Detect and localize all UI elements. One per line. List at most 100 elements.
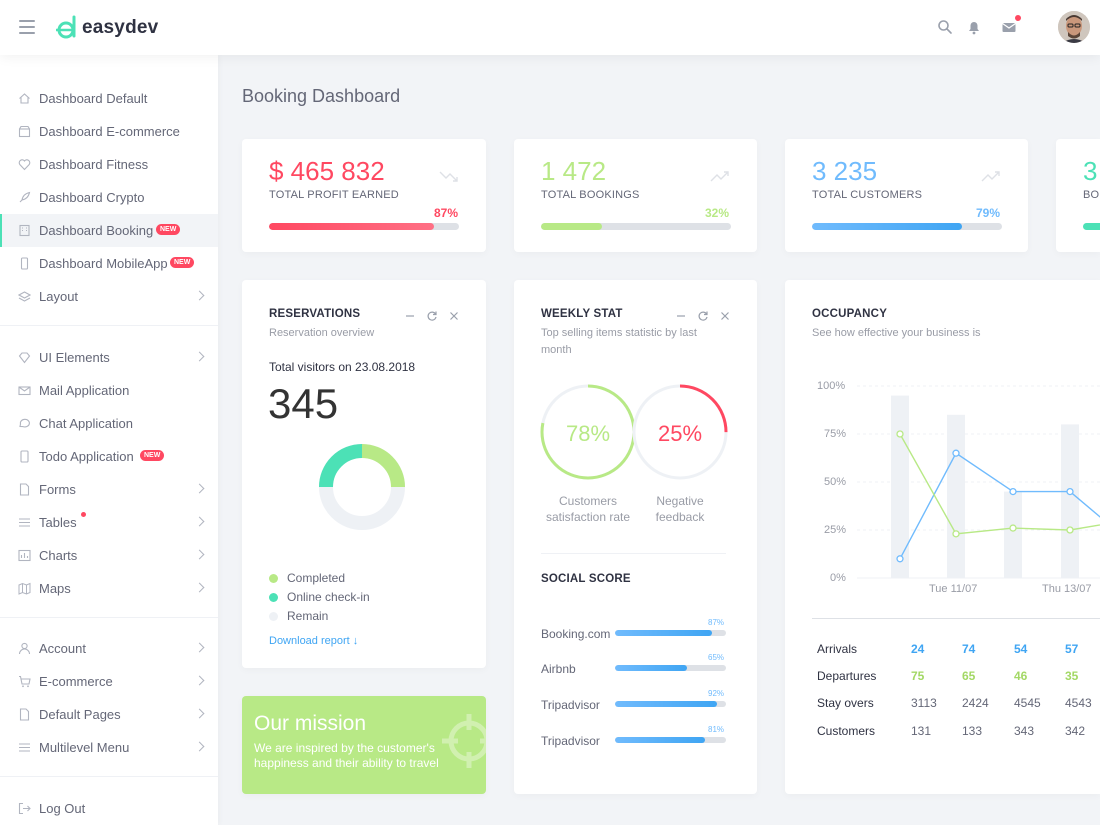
- social-bar-fill: [615, 665, 688, 671]
- progress-bar: [269, 223, 459, 230]
- social-bar-fill: [615, 701, 718, 707]
- download-report-link[interactable]: Download report ↓: [269, 635, 359, 647]
- card-subtitle: See how effective your business is: [812, 327, 981, 339]
- data-point: [1066, 526, 1074, 534]
- sidebar-item-label: Tables: [39, 515, 77, 530]
- easydev-logo-icon: [56, 15, 76, 39]
- table-cell: 65: [962, 669, 976, 683]
- sidebar-item-dashboard-fitness[interactable]: Dashboard Fitness: [0, 148, 218, 181]
- sidebar-item-todo-application[interactable]: Todo Application NEW: [0, 440, 218, 473]
- search-icon[interactable]: [936, 18, 954, 36]
- table-cell: 4545: [1014, 696, 1041, 710]
- sidebar-item-ui-elements[interactable]: UI Elements: [0, 341, 218, 374]
- diamond-icon: [18, 352, 31, 364]
- reservations-donut-chart: [319, 444, 405, 530]
- sidebar-item-mail-application[interactable]: Mail Application: [0, 374, 218, 407]
- minimize-icon[interactable]: [404, 310, 416, 322]
- chevron-right-icon: [194, 708, 205, 719]
- table-row-label: Customers: [817, 724, 876, 738]
- weekly-stat-card: WEEKLY STAT Top selling items statistic …: [514, 280, 757, 794]
- sidebar-item-label: Maps: [39, 581, 71, 596]
- sidebar-item-label: Layout: [39, 289, 79, 304]
- sidebar-item-charts[interactable]: Charts: [0, 539, 218, 572]
- new-badge: NEW: [140, 450, 165, 461]
- rocket-icon: [19, 191, 31, 203]
- legend-item: Remain: [269, 608, 328, 624]
- table-cell: 46: [1014, 669, 1028, 683]
- table-cell: 4543: [1065, 696, 1092, 710]
- minimize-icon[interactable]: [675, 310, 687, 322]
- sidebar-item-dashboard-booking[interactable]: Dashboard Booking NEW: [0, 214, 218, 247]
- apartment-icon: [19, 224, 30, 237]
- mail-notification-dot: [1015, 15, 1021, 21]
- stat-percent: 79%: [976, 206, 1001, 220]
- social-percent: 92%: [708, 689, 725, 698]
- gauge-value: 78%: [565, 421, 611, 446]
- social-bar: [615, 737, 726, 743]
- occupancy-bar: [1004, 491, 1022, 578]
- stat-card-profit: $ 465 832 TOTAL PROFIT EARNED 87%: [242, 139, 486, 252]
- heart-pulse-icon: [18, 159, 31, 171]
- home-icon: [19, 93, 30, 104]
- chart-icon: [18, 549, 31, 562]
- avatar[interactable]: [1058, 11, 1090, 43]
- stat-value: $ 465 832: [269, 156, 385, 186]
- legend-label: Online check-in: [287, 590, 370, 604]
- sidebar-item-label: Log Out: [39, 801, 86, 816]
- sidebar-item-log-out[interactable]: Log Out: [0, 792, 218, 825]
- sidebar-item-dashboard-crypto[interactable]: Dashboard Crypto: [0, 181, 218, 214]
- card-title: WEEKLY STAT: [541, 308, 623, 320]
- stat-percent: 87%: [434, 206, 459, 220]
- sidebar-item-label: Dashboard Fitness: [39, 157, 149, 172]
- reservations-card: RESERVATIONS Reservation overview Total …: [242, 280, 486, 668]
- sidebar-item-label: UI Elements: [39, 350, 110, 365]
- mail-icon[interactable]: [1000, 18, 1018, 36]
- sidebar-item-dashboard-default[interactable]: Dashboard Default: [0, 82, 218, 115]
- sidebar-item-account[interactable]: Account: [0, 632, 218, 665]
- stat-percent: 32%: [705, 206, 730, 220]
- target-icon: [442, 714, 486, 768]
- sidebar-item-chat-application[interactable]: Chat Application: [0, 407, 218, 440]
- table-cell: 75: [911, 669, 925, 683]
- sidebar-item-layout[interactable]: Layout: [0, 280, 218, 313]
- sidebar-item-label: Dashboard E-commerce: [39, 124, 180, 139]
- sidebar-item-dashboard-ecommerce[interactable]: Dashboard E-commerce: [0, 115, 218, 148]
- stat-value: 1 472: [541, 156, 607, 186]
- trending-down-icon: [439, 171, 458, 182]
- stat-value: 3: [1083, 156, 1098, 186]
- sidebar-item-label: Forms: [39, 482, 76, 497]
- logo[interactable]: easydev: [54, 13, 158, 43]
- y-tick-label: 50%: [824, 476, 847, 488]
- sidebar-item-maps[interactable]: Maps: [0, 572, 218, 605]
- map-icon: [18, 582, 31, 595]
- table-row-label: Arrivals: [817, 642, 858, 656]
- refresh-icon[interactable]: [426, 310, 438, 322]
- occupancy-chart: [857, 385, 1100, 579]
- sidebar-item-dashboard-mobileapp[interactable]: Dashboard MobileApp NEW: [0, 247, 218, 280]
- table-cell: 57: [1065, 642, 1079, 656]
- hamburger-menu-icon[interactable]: [19, 20, 35, 34]
- data-point: [1066, 487, 1074, 496]
- legend-item: Online check-in: [269, 589, 370, 605]
- close-icon[interactable]: [719, 310, 731, 322]
- close-icon[interactable]: [448, 310, 460, 322]
- sidebar-item-label: Default Pages: [39, 707, 121, 722]
- bell-icon[interactable]: [965, 18, 983, 36]
- sidebar-item-multilevel-menu[interactable]: Multilevel Menu: [0, 731, 218, 764]
- divider: [812, 618, 1100, 619]
- chevron-right-icon: [194, 351, 205, 362]
- sidebar-item-tables[interactable]: Tables: [0, 506, 218, 539]
- gauge-label: Customers satisfaction rate: [545, 494, 631, 524]
- refresh-icon[interactable]: [697, 310, 709, 322]
- sidebar-item-forms[interactable]: Forms: [0, 473, 218, 506]
- x-tick-label: Thu 13/07: [1042, 583, 1092, 595]
- sidebar-item-label: Multilevel Menu: [39, 740, 130, 755]
- social-name: Airbnb: [541, 662, 576, 676]
- sidebar-item-label: Dashboard MobileApp: [39, 256, 168, 271]
- user-avatar-icon: [1058, 11, 1090, 43]
- sidebar-item-ecommerce[interactable]: E-commerce: [0, 665, 218, 698]
- card-title: RESERVATIONS: [269, 308, 361, 320]
- sidebar-item-default-pages[interactable]: Default Pages: [0, 698, 218, 731]
- data-point: [952, 449, 960, 457]
- sidebar-item-label: Chat Application: [39, 416, 133, 431]
